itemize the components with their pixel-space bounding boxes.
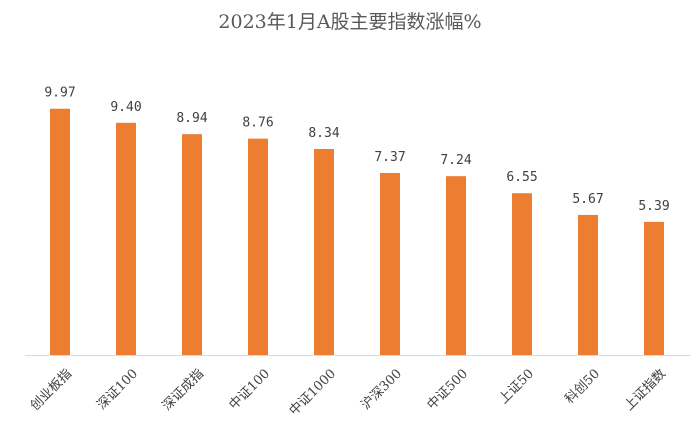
x-tick-label: 深证成指 bbox=[160, 366, 207, 413]
bar bbox=[380, 172, 400, 355]
bar bbox=[314, 149, 334, 355]
x-tick-label: 中证1000 bbox=[287, 366, 339, 418]
x-tick-label: 中证100 bbox=[227, 366, 274, 413]
x-tick-label: 沪深300 bbox=[358, 366, 405, 413]
bar bbox=[578, 214, 598, 355]
bar bbox=[116, 122, 136, 355]
value-label: 7.24 bbox=[440, 153, 471, 168]
value-label: 7.37 bbox=[374, 150, 405, 165]
value-label: 8.76 bbox=[242, 116, 273, 131]
x-tick-label: 深证100 bbox=[95, 366, 142, 413]
bar bbox=[512, 193, 532, 355]
x-tick-label: 科创50 bbox=[562, 366, 603, 407]
bar bbox=[248, 138, 268, 355]
x-tick-label: 上证50 bbox=[496, 366, 537, 407]
value-label: 8.94 bbox=[176, 111, 207, 126]
value-label: 9.40 bbox=[110, 100, 141, 115]
bar bbox=[182, 134, 202, 355]
x-tick-label: 上证指数 bbox=[622, 366, 669, 413]
bar bbox=[50, 108, 70, 355]
chart-title: 2023年1月A股主要指数涨幅% bbox=[218, 11, 481, 33]
value-label: 8.34 bbox=[308, 126, 339, 141]
bar bbox=[644, 221, 664, 355]
bar bbox=[446, 176, 466, 355]
value-label: 9.97 bbox=[44, 86, 75, 101]
value-label: 5.67 bbox=[572, 192, 603, 207]
x-tick-label: 创业板指 bbox=[28, 366, 75, 413]
value-label: 5.39 bbox=[638, 199, 669, 214]
value-label: 6.55 bbox=[506, 170, 537, 185]
x-tick-label: 中证500 bbox=[425, 366, 472, 413]
